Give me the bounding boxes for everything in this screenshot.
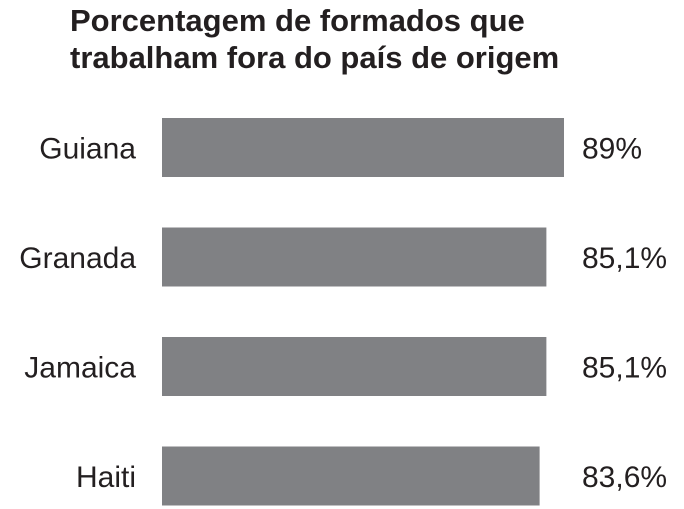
category-label-haiti: Haiti [76, 461, 136, 494]
chart-title: Porcentagem de formados que trabalham fo… [70, 2, 670, 76]
category-label-granada: Granada [19, 242, 136, 275]
value-label-guiana: 89% [582, 133, 642, 166]
bar-haiti [162, 446, 540, 506]
bar-granada [162, 227, 547, 287]
category-label-jamaica: Jamaica [24, 352, 136, 385]
bar-jamaica [162, 337, 547, 396]
value-label-granada: 85,1% [582, 242, 667, 275]
category-label-guiana: Guiana [39, 133, 136, 166]
chart-title-line-1: Porcentagem de formados que [70, 3, 525, 38]
chart-title-line-2: trabalham fora do país de origem [70, 40, 560, 75]
value-label-jamaica: 85,1% [582, 352, 667, 385]
value-label-haiti: 83,6% [582, 461, 667, 494]
bar-guiana [162, 118, 564, 177]
